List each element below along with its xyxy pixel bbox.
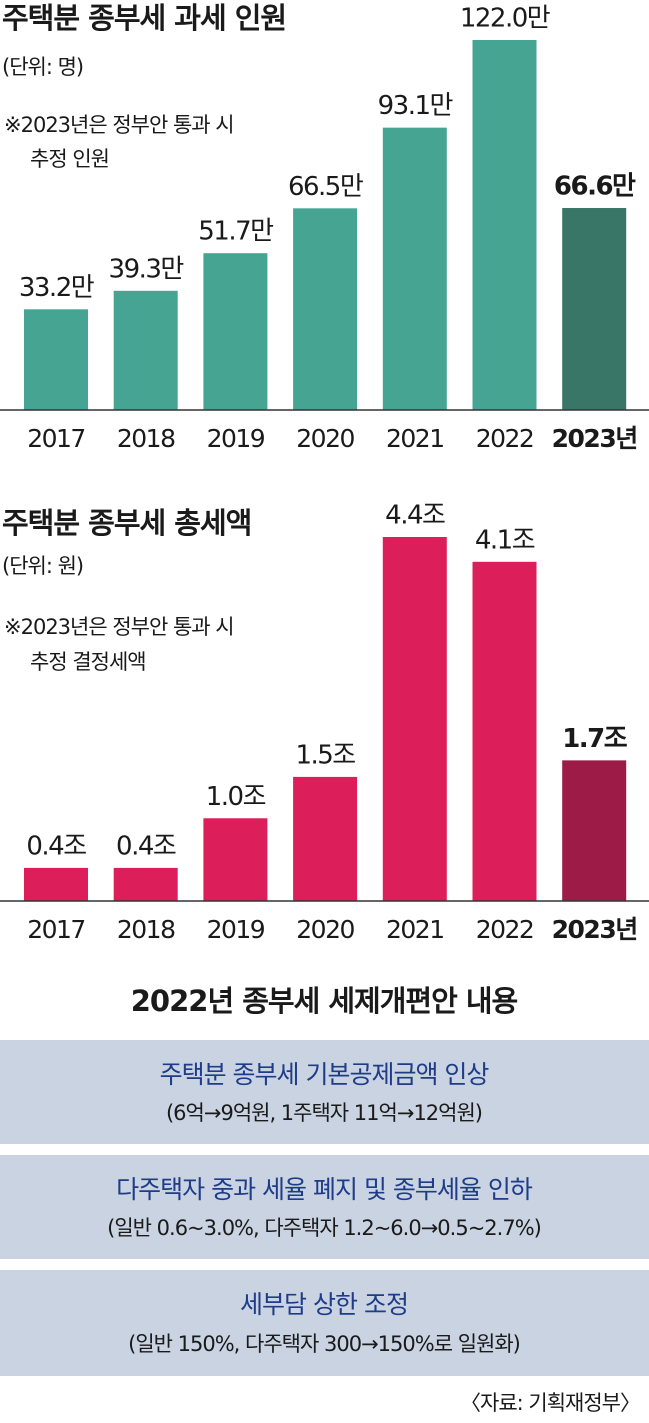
chart-title: 주택분 종부세 과세 인원 (2, 1, 286, 35)
value-label: 0.4조 (26, 831, 86, 861)
value-label: 0.4조 (116, 831, 176, 861)
value-label: 66.5만 (288, 172, 363, 202)
chart-subtitle: (단위: 원) (2, 554, 83, 578)
value-label: 33.2만 (19, 273, 94, 303)
bar (24, 867, 88, 901)
x-tick-label: 2017 (27, 915, 85, 944)
reform-detail: (일반 150%, 다주택자 300→150%로 일원화) (128, 1332, 520, 1356)
x-tick-label: 2017 (27, 424, 85, 453)
bar (113, 867, 178, 901)
reform-box (0, 1270, 649, 1376)
x-tick-label: 2021 (386, 915, 444, 944)
x-tick-label: 2019 (207, 915, 265, 944)
bar (382, 127, 447, 411)
x-tick-label: 2023년 (552, 424, 637, 453)
value-label: 1.5조 (295, 740, 355, 770)
bar (472, 40, 537, 410)
x-tick-label: 2021 (386, 424, 444, 453)
bar (382, 537, 447, 901)
reform-box (0, 1040, 649, 1144)
x-tick-label: 2018 (117, 424, 175, 453)
value-label: 93.1만 (378, 91, 453, 121)
bar (24, 309, 88, 410)
bar (203, 253, 268, 410)
value-label: 66.6만 (554, 172, 636, 202)
bar (562, 208, 627, 410)
bar (293, 776, 358, 901)
bar (472, 561, 537, 901)
bar (562, 760, 627, 901)
reform-box (0, 1155, 649, 1259)
value-label: 1.7조 (562, 724, 628, 754)
chart-title: 주택분 종부세 총세액 (2, 506, 251, 540)
value-label: 1.0조 (206, 782, 266, 812)
reform-heading: 세부담 상한 조정 (240, 1290, 408, 1319)
x-tick-label: 2020 (296, 915, 354, 944)
bar (203, 818, 268, 901)
reform-heading: 다주택자 중과 세율 폐지 및 종부세율 인하 (116, 1175, 533, 1204)
value-label: 51.7만 (198, 217, 273, 247)
reform-heading: 주택분 종부세 기본공제금액 인상 (160, 1060, 490, 1089)
reform-detail: (6억→9억원, 1주택자 11억→12억원) (166, 1101, 482, 1125)
x-tick-label: 2022 (476, 915, 534, 944)
source: 〈자료: 기획재정부〉 (460, 1391, 640, 1415)
x-tick-label: 2019 (207, 424, 265, 453)
x-tick-label: 2018 (117, 915, 175, 944)
x-tick-label: 2022 (476, 424, 534, 453)
reform-detail: (일반 0.6~3.0%, 다주택자 1.2~6.0→0.5~2.7%) (107, 1216, 541, 1240)
chart-subtitle: (단위: 명) (2, 55, 83, 79)
chart-note: 추정 결정세액 (30, 650, 146, 674)
value-label: 122.0만 (460, 4, 550, 34)
bar (293, 208, 358, 410)
bar (113, 290, 178, 410)
chart-note: ※2023년은 정부안 통과 시 (4, 615, 234, 639)
value-label: 4.1조 (475, 525, 535, 555)
x-tick-label: 2023년 (552, 915, 637, 944)
value-label: 4.4조 (385, 501, 445, 531)
reform-title: 2022년 종부세 세제개편안 내용 (131, 984, 518, 1018)
chart-note: 추정 인원 (30, 147, 109, 171)
value-label: 39.3만 (109, 254, 184, 284)
chart-note: ※2023년은 정부안 통과 시 (4, 113, 234, 137)
x-tick-label: 2020 (296, 424, 354, 453)
